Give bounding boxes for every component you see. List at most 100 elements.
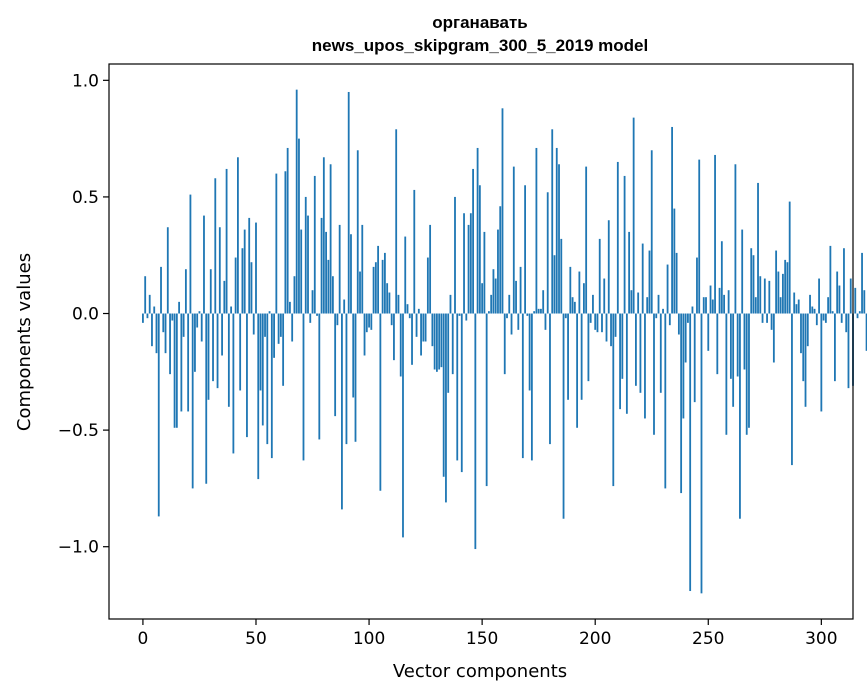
bar-260 [729,313,732,379]
bar-313 [849,278,852,314]
bar-131 [438,313,441,370]
bar-187 [564,313,567,319]
x-axis-label: Vector components [393,661,567,682]
bar-9 [162,313,165,333]
bar-273 [759,276,762,314]
bar-94 [354,313,357,442]
y-axis-label: Components values [14,253,35,431]
bar-199 [592,294,594,314]
bar-74 [309,313,312,323]
bar-47 [248,217,251,314]
bar-238 [680,313,683,494]
bar-13 [171,313,174,321]
bar-103 [374,262,377,314]
bar-211 [619,313,621,410]
bar-117 [406,304,409,314]
bar-58 [273,313,275,358]
bar-48 [250,262,253,314]
bar-209 [614,313,617,337]
bar-90 [345,313,348,445]
bar-77 [316,313,318,316]
bar-184 [558,164,560,314]
bar-300 [820,313,823,412]
bar-285 [786,262,789,314]
bar-12 [169,313,171,375]
bar-258 [725,313,728,435]
bar-272 [757,182,759,314]
bar-39 [230,306,233,314]
bar-280 [775,250,778,314]
bar-88 [341,313,343,510]
bar-55 [266,313,269,445]
bar-213 [623,175,626,314]
bar-41 [234,257,237,314]
bar-152 [485,313,488,487]
bar-240 [684,313,687,363]
bar-197 [587,313,590,382]
bar-128 [431,313,434,347]
bar-85 [334,313,337,417]
bar-160 [503,313,506,375]
bar-56 [268,311,271,314]
y-tick-label: 0.5 [72,188,99,208]
bar-16 [178,301,181,314]
bar-270 [752,255,755,314]
y-axis-ticks: −1.0 −0.5 0.0 0.5 1.0 [58,71,109,558]
y-tick-label: 1.0 [72,71,99,91]
bar-40 [232,313,235,454]
bar-30 [209,269,212,314]
bar-104 [377,245,380,314]
bar-293 [804,313,807,407]
bar-220 [639,313,642,393]
bar-292 [802,313,805,382]
bar-49 [252,313,255,335]
bar-143 [465,313,468,321]
bar-227 [655,313,658,319]
bar-15 [175,313,178,428]
bar-115 [402,313,404,538]
bar-274 [761,313,764,323]
bar-168 [521,313,524,459]
bar-138 [454,196,456,314]
bar-296 [811,306,814,314]
bar-65 [289,301,291,314]
bar-106 [381,259,384,314]
bar-3 [148,294,151,314]
bar-24 [196,313,199,328]
bar-26 [200,313,203,342]
bar-11 [166,227,169,314]
bar-201 [596,313,599,333]
bar-87 [338,224,341,314]
bar-36 [223,280,226,314]
bar-193 [578,271,581,314]
bar-132 [440,313,443,368]
bar-231 [664,313,667,489]
bar-174 [535,147,538,314]
bar-179 [546,192,549,314]
bar-157 [497,229,499,314]
bar-241 [687,313,689,323]
bar-61 [279,313,282,337]
bar-206 [607,220,610,314]
bar-252 [711,299,714,314]
bar-225 [650,150,653,314]
bar-142 [463,213,465,314]
bar-284 [784,259,787,314]
bar-76 [313,175,316,314]
bar-34 [218,227,221,314]
bar-219 [637,292,640,314]
bar-44 [241,248,244,314]
x-tick-label: 0 [138,629,149,649]
bar-192 [576,313,579,428]
bar-186 [562,313,565,519]
bar-185 [560,238,563,314]
bar-42 [237,157,239,314]
bar-10 [164,313,167,354]
bar-229 [659,313,662,393]
bar-245 [696,257,698,314]
bar-147 [474,313,477,550]
bar-89 [343,299,346,314]
bar-254 [716,313,719,375]
bar-255 [718,287,721,314]
bar-318 [861,252,863,314]
